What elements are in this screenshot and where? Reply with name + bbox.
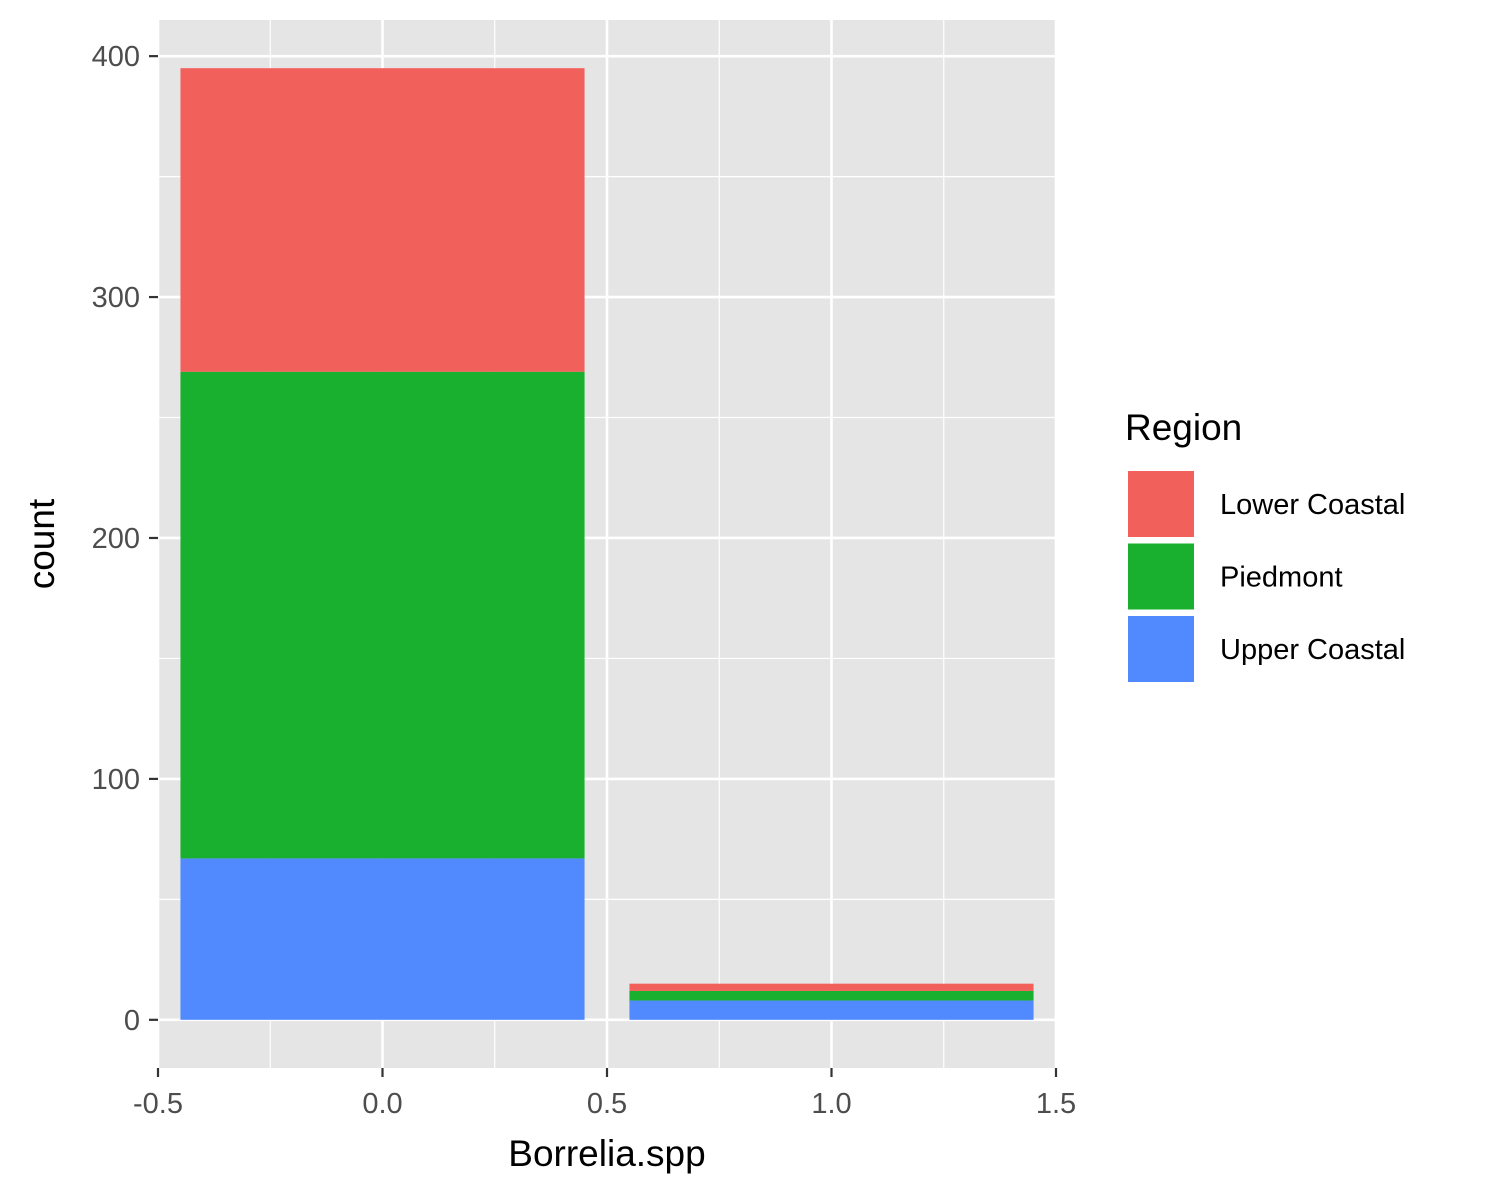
y-tick-label: 400: [92, 41, 140, 73]
bars: [180, 68, 1034, 1020]
bar-segment: [180, 858, 585, 1020]
x-tick-label: 1.5: [1036, 1088, 1076, 1120]
y-tick-label: 300: [92, 282, 140, 314]
y-axis: 0 100 200 300 400: [92, 41, 158, 1037]
x-tick-label: 0.5: [587, 1088, 627, 1120]
x-axis-title: Borrelia.spp: [508, 1133, 705, 1174]
x-axis: -0.5 0.0 0.5 1.0 1.5: [133, 1068, 1076, 1120]
legend-label: Lower Coastal: [1220, 489, 1405, 521]
legend-key: [1128, 471, 1194, 537]
x-tick-label: 0.0: [362, 1088, 402, 1120]
y-tick-label: 0: [124, 1005, 140, 1037]
bar-segment: [629, 1000, 1034, 1020]
x-tick-label: 1.0: [811, 1088, 851, 1120]
y-tick-label: 200: [92, 523, 140, 555]
legend-title: Region: [1125, 407, 1242, 448]
y-tick-label: 100: [92, 764, 140, 796]
legend-key: [1128, 616, 1194, 682]
bar-segment: [180, 68, 585, 372]
bar-segment: [180, 371, 585, 859]
legend-key: [1128, 543, 1194, 610]
legend-label: Piedmont: [1220, 562, 1343, 594]
x-tick-label: -0.5: [133, 1088, 183, 1120]
bar-segment: [629, 983, 1034, 991]
y-axis-title: count: [21, 498, 62, 589]
legend-label: Upper Coastal: [1220, 634, 1405, 666]
bar-segment: [629, 990, 1034, 1001]
legend: Region Lower Coastal Piedmont Upper Coasta…: [1125, 407, 1405, 682]
